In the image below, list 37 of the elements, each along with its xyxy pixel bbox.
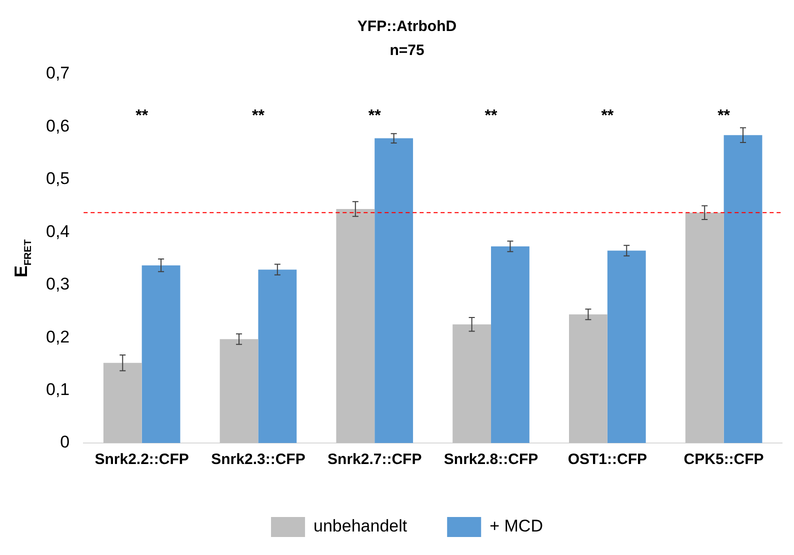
annotation: ** [718,107,731,124]
y-tick-label: 0,4 [46,222,70,241]
bar [724,135,762,443]
y-tick-label: 0,5 [46,169,70,188]
bar [142,265,180,443]
y-tick-label: 0,2 [46,327,70,346]
bar [685,212,724,443]
y-tick-label: 0,7 [46,64,70,83]
y-tick-label: 0,6 [46,116,70,136]
x-tick-label: Snrk2.8::CFP [444,451,538,468]
annotation: ** [252,107,266,124]
chart-title: YFP::AtrbohD [357,18,457,36]
bar [491,246,530,443]
y-tick-label: 0,1 [46,380,70,399]
bar [336,208,375,443]
bar [103,362,142,443]
annotation: ** [136,107,149,124]
chart-subtitle: n=75 [390,42,424,60]
annotation: ** [601,107,614,124]
bar [569,314,608,443]
annotation: ** [484,107,498,124]
y-tick-label: 0 [60,432,70,452]
bar [374,138,414,443]
x-tick-label: Snrk2.7::CFP [328,451,422,468]
bar [220,339,258,443]
annotation: ** [368,107,382,124]
x-tick-label: Snrk2.2::CFP [94,451,189,468]
legend-label: unbehandelt [314,516,408,536]
bar [258,270,297,443]
bar [452,324,492,443]
legend-label: + MCD [490,516,543,536]
x-tick-label: CPK5::CFP [684,451,764,468]
y-tick-label: 0,3 [46,274,70,294]
bar [607,250,646,443]
x-tick-label: OST1::CFP [568,451,647,468]
y-axis-title: EFRET [10,239,34,278]
x-tick-label: Snrk2.3::CFP [211,451,306,468]
